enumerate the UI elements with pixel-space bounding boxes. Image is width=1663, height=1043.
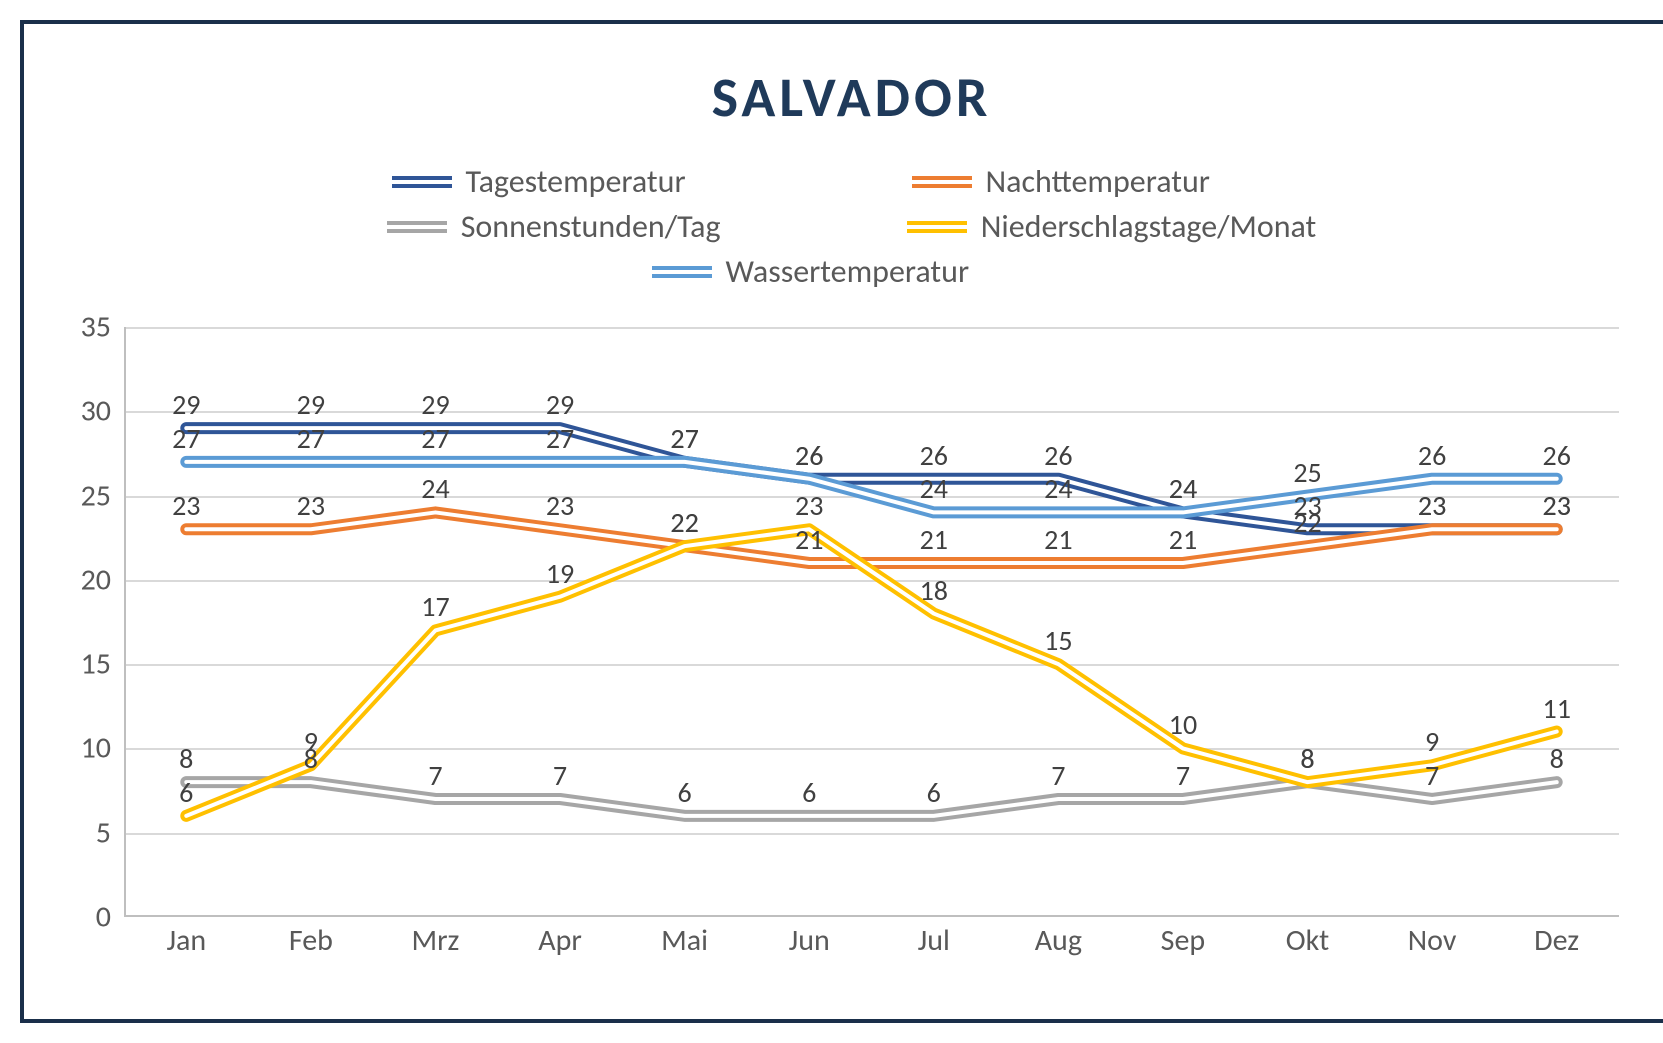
y-axis: 05101520253035 [64, 327, 119, 917]
data-label: 8 [1300, 741, 1314, 776]
legend-swatch-icon [907, 220, 967, 234]
data-label: 7 [1051, 758, 1065, 793]
data-label: 9 [304, 724, 318, 759]
x-axis: JanFebMrzAprMaiJunJulAugSepOktNovDez [124, 922, 1619, 972]
data-label: 23 [297, 488, 325, 523]
data-label: 7 [428, 758, 442, 793]
line-plot [124, 327, 1619, 917]
data-label: 23 [546, 488, 574, 523]
y-tick-label: 15 [81, 646, 111, 683]
data-label: 21 [1169, 522, 1197, 557]
data-label: 23 [795, 488, 823, 523]
legend-swatch-icon [912, 175, 972, 189]
data-label: 21 [795, 522, 823, 557]
data-label: 7 [553, 758, 567, 793]
data-label: 9 [1425, 724, 1439, 759]
data-label: 6 [179, 775, 193, 810]
x-tick-label: Apr [498, 922, 623, 972]
x-tick-label: Jan [124, 922, 249, 972]
data-label: 21 [1044, 522, 1072, 557]
data-label: 23 [1418, 488, 1446, 523]
data-label: 23 [172, 488, 200, 523]
data-label: 19 [546, 556, 574, 591]
legend-item-niederschlag: Niederschlagstage/Monat [907, 207, 1317, 246]
data-label: 26 [1543, 438, 1571, 473]
data-label: 7 [1176, 758, 1190, 793]
y-tick-label: 5 [96, 814, 111, 851]
x-tick-label: Jul [871, 922, 996, 972]
data-label: 18 [920, 573, 948, 608]
data-label: 8 [179, 741, 193, 776]
legend-label: Niederschlagstage/Monat [981, 207, 1317, 246]
legend-swatch-icon [387, 220, 447, 234]
x-tick-label: Okt [1245, 922, 1370, 972]
data-label: 29 [421, 387, 449, 422]
chart-title: SALVADOR [64, 64, 1639, 132]
data-label: 15 [1044, 623, 1072, 658]
x-tick-label: Mai [622, 922, 747, 972]
x-tick-label: Sep [1121, 922, 1246, 972]
data-label: 23 [1543, 488, 1571, 523]
data-label: 26 [920, 438, 948, 473]
y-tick-label: 25 [81, 477, 111, 514]
data-label: 29 [172, 387, 200, 422]
plot-area: 05101520253035 JanFebMrzAprMaiJunJulAugS… [124, 327, 1619, 917]
y-tick-label: 20 [81, 561, 111, 598]
legend-swatch-icon [392, 175, 452, 189]
legend-swatch-icon [652, 265, 712, 279]
y-tick-label: 30 [81, 393, 111, 430]
data-label: 22 [670, 505, 698, 540]
legend-label: Tagestemperatur [466, 162, 686, 201]
data-label: 21 [920, 522, 948, 557]
y-tick-label: 0 [96, 899, 111, 936]
x-tick-label: Feb [249, 922, 374, 972]
data-label: 27 [546, 421, 574, 456]
series-line [186, 462, 1556, 513]
data-label: 27 [421, 421, 449, 456]
climate-chart: SALVADOR Tagestemperatur Nachttemperatur… [20, 20, 1663, 1023]
data-label: 6 [802, 775, 816, 810]
data-label: 27 [670, 421, 698, 456]
data-label: 24 [1169, 471, 1197, 506]
legend-label: Nachttemperatur [986, 162, 1210, 201]
legend-item-nachttemperatur: Nachttemperatur [912, 162, 1312, 201]
legend-label: Wassertemperatur [726, 252, 970, 291]
data-label: 26 [795, 438, 823, 473]
data-label: 24 [421, 471, 449, 506]
data-label: 7 [1425, 758, 1439, 793]
data-label: 26 [1044, 438, 1072, 473]
data-label: 27 [172, 421, 200, 456]
x-tick-label: Dez [1494, 922, 1619, 972]
legend-item-tagestemperatur: Tagestemperatur [392, 162, 792, 201]
data-label: 25 [1293, 455, 1321, 490]
data-label: 29 [546, 387, 574, 422]
x-tick-label: Nov [1370, 922, 1495, 972]
legend: Tagestemperatur Nachttemperatur Sonnenst… [222, 162, 1482, 297]
x-tick-label: Mrz [373, 922, 498, 972]
data-label: 29 [297, 387, 325, 422]
legend-item-wassertemperatur: Wassertemperatur [652, 252, 1052, 291]
data-label: 26 [1418, 438, 1446, 473]
data-label: 24 [920, 471, 948, 506]
legend-item-sonnenstunden: Sonnenstunden/Tag [387, 207, 787, 246]
data-label: 6 [678, 775, 692, 810]
data-label: 22 [1293, 505, 1321, 540]
data-label: 24 [1044, 471, 1072, 506]
data-label: 11 [1543, 691, 1571, 726]
data-label: 8 [1550, 741, 1564, 776]
data-label: 6 [927, 775, 941, 810]
data-label: 27 [297, 421, 325, 456]
data-label: 10 [1169, 707, 1197, 742]
x-tick-label: Jun [747, 922, 872, 972]
x-tick-label: Aug [996, 922, 1121, 972]
y-tick-label: 10 [81, 730, 111, 767]
legend-label: Sonnenstunden/Tag [461, 207, 721, 246]
y-tick-label: 35 [81, 309, 111, 346]
data-label: 17 [421, 589, 449, 624]
